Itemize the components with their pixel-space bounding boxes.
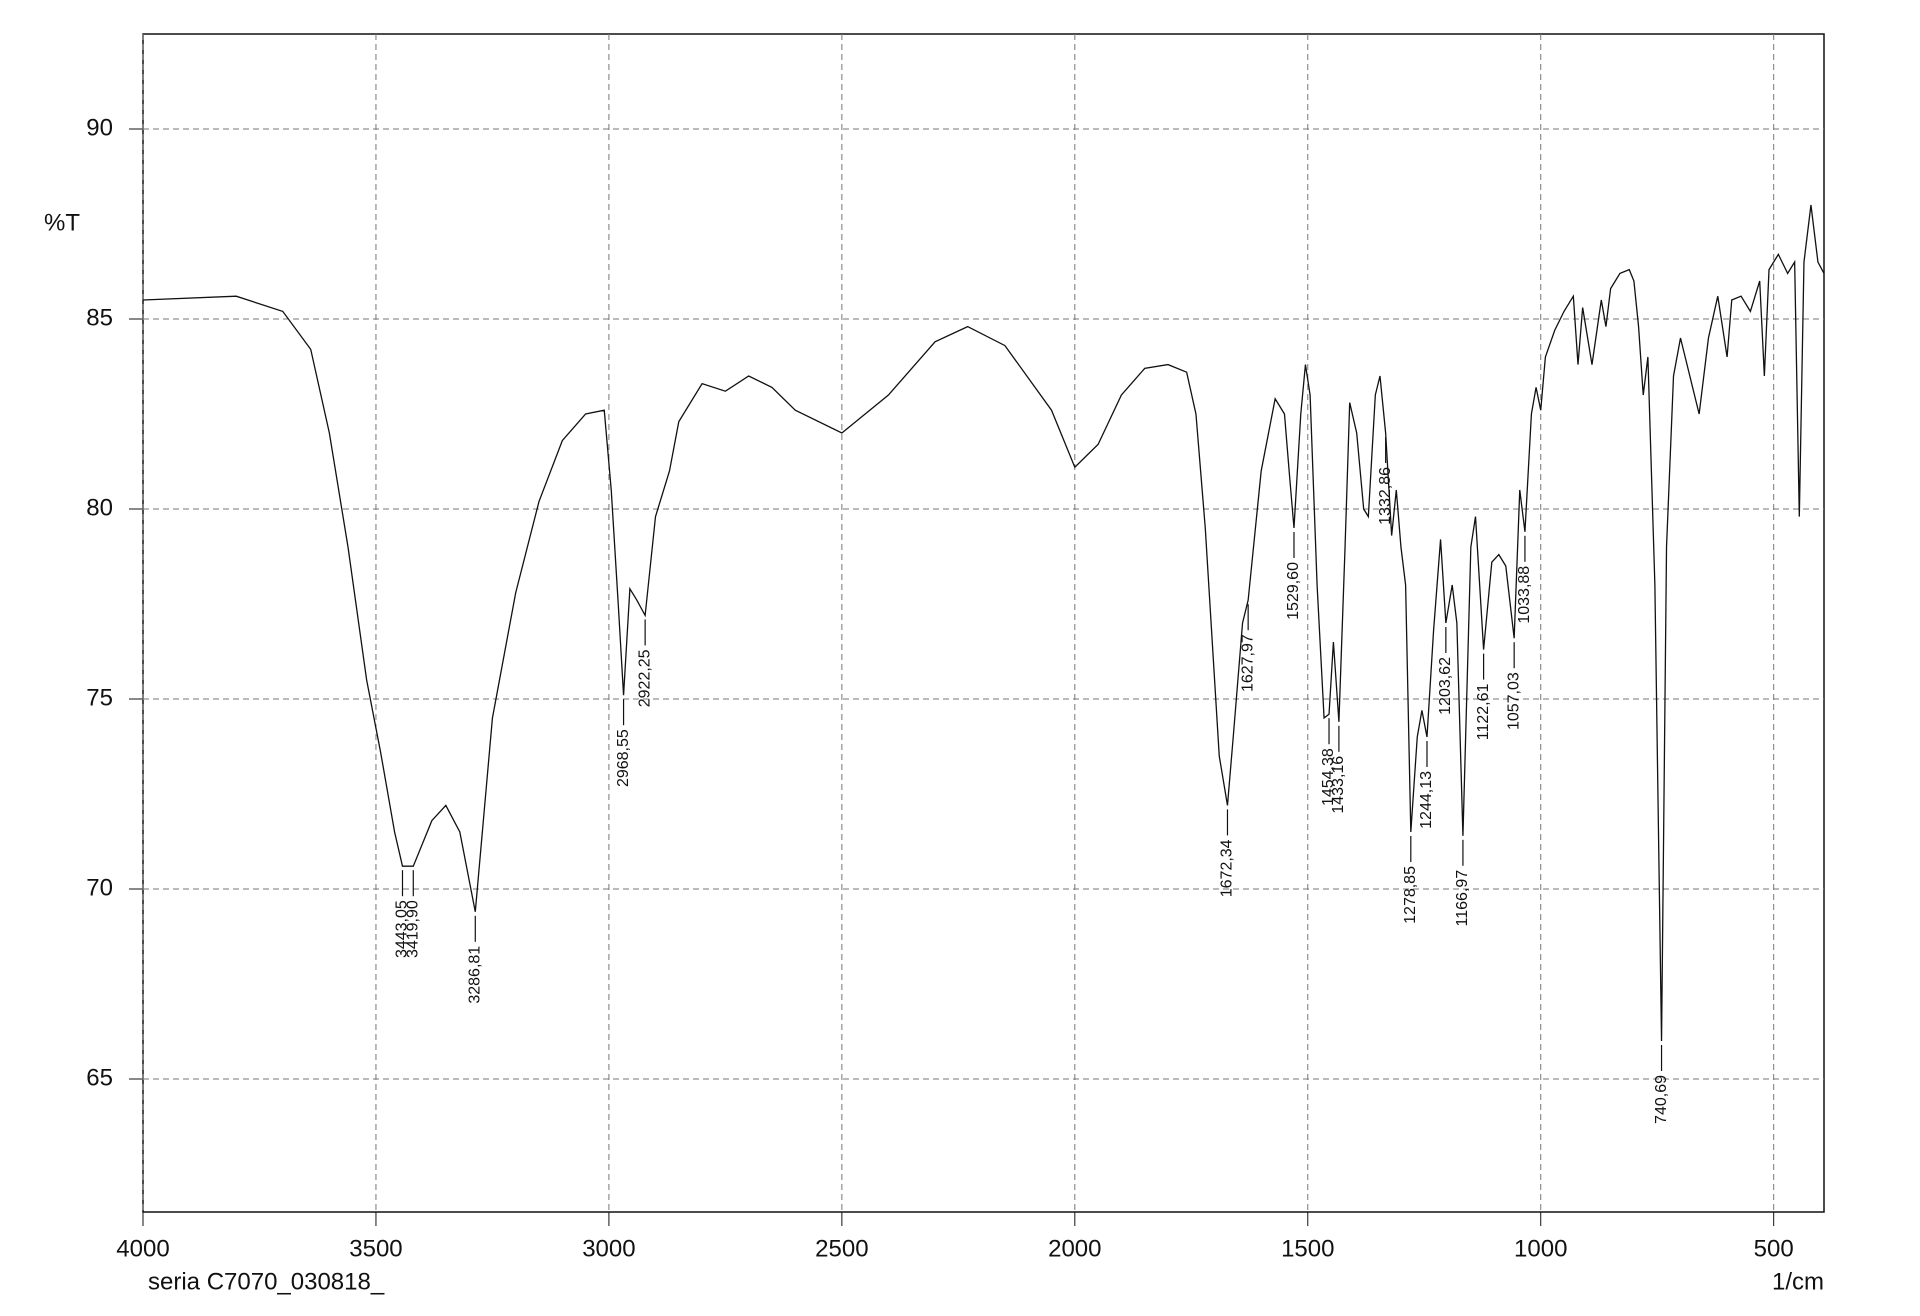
peak-label: 1454,38 — [1320, 748, 1337, 806]
peak-label: 3419,90 — [404, 900, 421, 958]
peak-label: 2922,25 — [636, 649, 653, 707]
peak-label: 3286,81 — [467, 946, 484, 1004]
peak-label: 1529,60 — [1285, 562, 1302, 620]
y-tick-label: 80 — [86, 494, 113, 521]
y-tick-label: 90 — [86, 114, 113, 141]
x-tick-label: 4000 — [116, 1235, 169, 1262]
x-tick-label: 1000 — [1514, 1235, 1567, 1262]
peak-label: 1122,61 — [1475, 684, 1492, 741]
y-tick-label: 75 — [86, 684, 113, 711]
x-tick-label: 1500 — [1281, 1235, 1334, 1262]
plot-frame — [142, 33, 1825, 1213]
x-tick-label: 500 — [1754, 1235, 1794, 1262]
peak-label: 1433,16 — [1330, 756, 1347, 814]
y-tick-label: 65 — [86, 1064, 113, 1091]
peak-label: 740,69 — [1653, 1075, 1670, 1124]
y-axis-label: %T — [44, 209, 80, 236]
peak-label: 1672,34 — [1219, 839, 1236, 897]
spectrum-line — [142, 204, 1825, 1042]
peak-label: 1057,03 — [1505, 672, 1522, 730]
peak-label: 1278,85 — [1402, 866, 1419, 924]
y-tick-label: 70 — [86, 874, 113, 901]
peak-label: 2968,55 — [615, 729, 632, 787]
peak-label: 1627,97 — [1239, 634, 1256, 692]
x-tick-label: 2000 — [1048, 1235, 1101, 1262]
peak-label: 1332,86 — [1377, 467, 1394, 525]
x-tick-label: 3500 — [349, 1235, 402, 1262]
peak-label: 1244,13 — [1418, 771, 1435, 829]
y-tick-label: 85 — [86, 304, 113, 331]
peak-label: 1166,97 — [1454, 870, 1471, 927]
x-tick-label: 2500 — [815, 1235, 868, 1262]
x-axis-label: 1/cm — [1772, 1268, 1824, 1295]
peak-label: 1033,88 — [1516, 566, 1533, 624]
x-tick-label: 3000 — [582, 1235, 635, 1262]
footer: seria C7070_030818_ — [148, 1268, 385, 1295]
peak-label: 3443,05 — [394, 900, 411, 958]
peak-label: 1203,62 — [1437, 657, 1454, 715]
